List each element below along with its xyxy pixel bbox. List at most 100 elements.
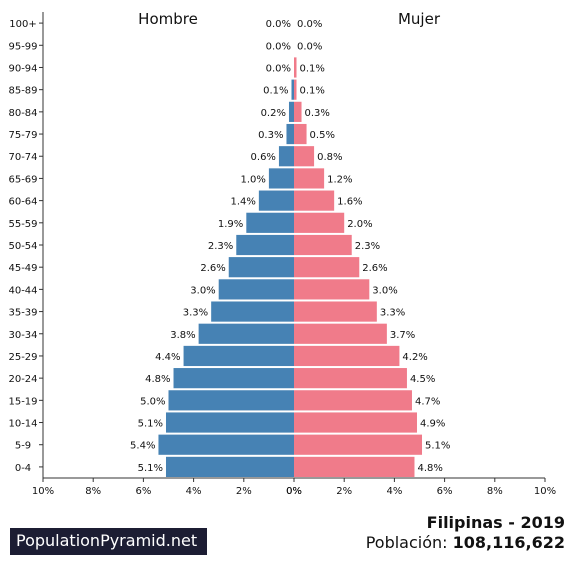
value-label-hombre: 3.8%	[170, 330, 195, 341]
bar-hombre	[218, 279, 294, 300]
bar-hombre	[165, 456, 294, 477]
bar-hombre	[278, 146, 294, 167]
value-label-hombre: 3.0%	[190, 285, 215, 296]
value-label-hombre: 5.0%	[140, 396, 165, 407]
age-group-label: 55-59	[8, 219, 37, 230]
value-label-hombre: 0.1%	[263, 86, 288, 97]
age-group-label: 50-54	[8, 241, 37, 252]
population-label: Población:	[365, 533, 448, 552]
value-label-mujer: 0.1%	[300, 63, 325, 74]
series-label-mujer: Mujer	[398, 10, 441, 28]
value-label-hombre: 0.0%	[266, 41, 291, 52]
value-label-hombre: 0.0%	[266, 19, 291, 30]
bar-mujer	[294, 257, 360, 278]
age-group-label: 60-64	[8, 197, 37, 208]
x-tick-label: 2%	[336, 486, 352, 497]
age-group-label: 90-94	[8, 63, 37, 74]
value-label-mujer: 2.3%	[355, 241, 380, 252]
value-label-mujer: 4.5%	[410, 374, 435, 385]
bar-hombre	[291, 79, 294, 100]
value-label-hombre: 2.6%	[200, 263, 225, 274]
value-label-mujer: 0.0%	[297, 41, 322, 52]
age-group-label: 0-4	[15, 463, 31, 474]
bar-hombre	[236, 234, 294, 256]
value-label-hombre: 0.6%	[251, 152, 276, 163]
value-label-mujer: 0.5%	[310, 130, 335, 141]
age-group-label: 35-39	[8, 308, 37, 319]
series-label-hombre: Hombre	[138, 10, 198, 28]
value-label-mujer: 4.9%	[420, 419, 445, 430]
population-pyramid-chart: Hombre Mujer 100+ 0.0% 0.0% 95-99 0.0% 0.0% 90-9…	[8, 10, 556, 497]
value-label-hombre: 3.3%	[183, 308, 208, 319]
country-year-title: Filipinas - 2019	[426, 513, 565, 532]
value-label-mujer: 0.1%	[300, 86, 325, 97]
age-group-label: 95-99	[8, 41, 37, 52]
age-group-label: 45-49	[8, 263, 37, 274]
bar-hombre	[198, 323, 294, 344]
bar-hombre	[173, 368, 294, 389]
bar-hombre	[286, 123, 294, 145]
age-group-label: 10-14	[8, 419, 37, 430]
brand-badge[interactable]: PopulationPyramid.net	[10, 528, 208, 555]
x-tick-label: 4%	[386, 486, 402, 497]
bar-mujer	[294, 368, 407, 389]
value-label-hombre: 1.0%	[240, 174, 265, 185]
age-group-label: 40-44	[8, 285, 37, 296]
age-group-label: 65-69	[8, 174, 37, 185]
value-label-hombre: 0.2%	[261, 108, 286, 119]
bar-mujer	[294, 146, 315, 167]
value-label-mujer: 4.7%	[415, 396, 440, 407]
value-label-mujer: 1.2%	[327, 174, 352, 185]
bar-mujer	[294, 234, 352, 256]
value-label-mujer: 3.7%	[390, 330, 415, 341]
bar-hombre	[228, 257, 294, 278]
value-label-hombre: 4.4%	[155, 352, 180, 363]
value-label-hombre: 4.8%	[145, 374, 170, 385]
age-group-label: 70-74	[8, 152, 37, 163]
value-label-mujer: 3.0%	[372, 285, 397, 296]
age-group-label: 100+	[9, 19, 36, 30]
age-group-label: 5-9	[15, 441, 31, 452]
bar-hombre	[165, 412, 294, 433]
bar-mujer	[294, 279, 370, 300]
bar-hombre	[258, 190, 294, 211]
bar-mujer	[294, 456, 415, 477]
population-value: 108,116,622	[452, 533, 565, 552]
bar-mujer	[294, 123, 307, 145]
age-group-label: 20-24	[8, 374, 37, 385]
bar-mujer	[294, 212, 345, 233]
age-group-label: 25-29	[8, 352, 37, 363]
age-group-label: 85-89	[8, 86, 37, 97]
x-tick-label: 4%	[186, 486, 202, 497]
x-tick-label: 8%	[85, 486, 101, 497]
value-label-hombre: 5.4%	[130, 441, 155, 452]
value-label-hombre: 1.9%	[218, 219, 243, 230]
bar-mujer	[294, 301, 377, 322]
bar-hombre	[211, 301, 294, 322]
age-group-label: 75-79	[8, 130, 37, 141]
bar-mujer	[294, 390, 412, 411]
bar-mujer	[294, 345, 400, 367]
value-label-hombre: 2.3%	[208, 241, 233, 252]
value-label-mujer: 0.3%	[305, 108, 330, 119]
value-label-hombre: 0.0%	[266, 63, 291, 74]
bar-hombre	[158, 434, 294, 455]
value-label-mujer: 3.3%	[380, 308, 405, 319]
bar-mujer	[294, 79, 297, 100]
bar-hombre	[288, 101, 294, 122]
x-tick-label: 6%	[135, 486, 151, 497]
bar-mujer	[294, 412, 417, 433]
age-group-label: 15-19	[8, 396, 37, 407]
bar-hombre	[168, 390, 294, 411]
x-tick-label: 6%	[437, 486, 453, 497]
bar-mujer	[294, 57, 297, 78]
x-tick-label: 8%	[487, 486, 503, 497]
bar-mujer	[294, 190, 335, 211]
value-label-mujer: 0.8%	[317, 152, 342, 163]
bar-mujer	[294, 168, 325, 189]
value-label-mujer: 4.8%	[417, 463, 442, 474]
value-label-hombre: 1.4%	[230, 197, 255, 208]
bar-hombre	[183, 345, 294, 367]
value-label-mujer: 2.0%	[347, 219, 372, 230]
x-tick-label: 0%	[286, 486, 302, 497]
